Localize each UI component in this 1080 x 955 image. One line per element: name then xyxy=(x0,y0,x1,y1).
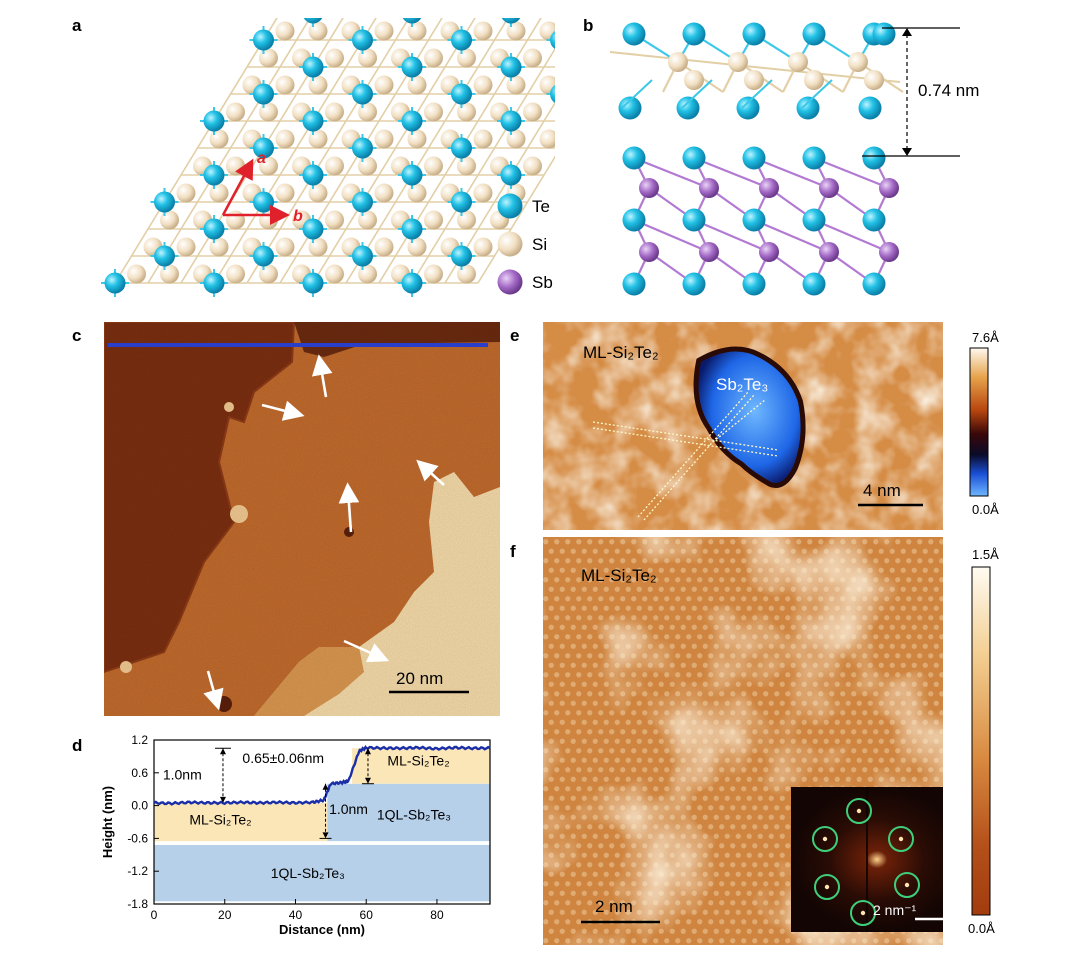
y-tick-label: -0.6 xyxy=(127,831,148,845)
y-axis-label: Height (nm) xyxy=(100,786,115,858)
colorbar-min-label: 0.0Å xyxy=(972,502,999,517)
vector-b-label: b xyxy=(293,208,303,225)
legend-swatch-te xyxy=(497,193,523,219)
y-tick-label: 0.6 xyxy=(131,766,148,780)
region-ml-right xyxy=(352,748,490,784)
colorbar-min-label: 0.0Å xyxy=(968,921,995,936)
panel-f-colorbar: 1.5Å 0.0Å xyxy=(968,547,999,936)
x-tick-label: 0 xyxy=(151,908,158,922)
feature-arrow xyxy=(203,670,224,711)
colorbar-gradient xyxy=(969,347,989,497)
x-axis-label: Distance (nm) xyxy=(279,922,365,937)
vector-a-label: a xyxy=(257,150,266,167)
y-tick-label: 1.2 xyxy=(131,733,148,747)
atom-legend: Te Si Sb xyxy=(497,193,553,295)
fft-spot xyxy=(898,836,904,842)
panel-c-stm-image: 20 nm xyxy=(104,322,500,716)
lattice-guide-lines xyxy=(592,391,779,521)
region-label-ql-right: 1QL-Sb₂Te₃ xyxy=(377,806,451,822)
left-step-label: 1.0nm xyxy=(163,766,202,782)
y-tick-label: -1.2 xyxy=(127,864,148,878)
fft-spot-ring xyxy=(812,826,838,852)
fft-spot xyxy=(860,910,866,916)
inset-scale-bar-label: 2 nm⁻¹ xyxy=(873,902,917,918)
panel-letter-c: c xyxy=(72,326,82,345)
fft-spot xyxy=(856,808,862,814)
feature-arrow xyxy=(338,482,360,533)
fft-spot-ring xyxy=(894,872,920,898)
x-tick-label: 20 xyxy=(218,908,232,922)
lattice-group xyxy=(101,18,555,297)
region-ml-left xyxy=(154,802,328,842)
feature-arrows xyxy=(203,354,445,711)
colorbar-gradient xyxy=(971,566,991,916)
feature-arrow xyxy=(311,354,333,398)
mid-step-label: 1.0nm xyxy=(329,801,368,817)
sb2te3-layer xyxy=(622,146,899,296)
fft-spot xyxy=(822,836,828,842)
surface-label: ML-Si₂Te₂ xyxy=(583,343,659,362)
fft-spot-ring xyxy=(814,874,840,900)
surface-label: ML-Si₂Te₂ xyxy=(581,566,657,585)
te-atoms xyxy=(101,18,555,297)
feature-arrow xyxy=(416,459,445,486)
fft-spot-ring xyxy=(850,900,876,926)
region-label-ml-left: ML-Si₂Te₂ xyxy=(189,812,251,828)
scale-bar-label: 4 nm xyxy=(863,481,901,500)
region-ql-bottom xyxy=(154,844,490,902)
fft-spot-ring xyxy=(846,798,872,824)
si-atoms xyxy=(127,21,555,284)
top-step-label: 0.65±0.06nm xyxy=(242,750,324,766)
x-tick-label: 40 xyxy=(289,908,303,922)
feature-arrow xyxy=(261,400,305,421)
feature-arrow xyxy=(343,639,390,663)
fft-spot xyxy=(824,884,830,890)
legend-label-sb: Sb xyxy=(532,273,553,292)
plot-frame xyxy=(153,739,491,905)
panel-letter-b: b xyxy=(583,16,594,35)
spacing-label: 0.74 nm xyxy=(918,81,979,100)
panel-letter-e: e xyxy=(510,326,520,345)
y-tick-label: 0.0 xyxy=(131,799,148,813)
panel-f-stm-image: ML-Si₂Te₂ 2 nm 2 nm⁻¹ xyxy=(543,537,943,945)
scale-bar-label: 2 nm xyxy=(595,897,633,916)
panel-letter-d: d xyxy=(72,736,83,755)
panel-e-colorbar: 7.6Å 0.0Å xyxy=(969,330,999,517)
colorbar-max-label: 7.6Å xyxy=(972,330,999,345)
spacing-marker: 0.74 nm xyxy=(862,27,979,157)
scale-bar-label: 20 nm xyxy=(396,669,443,688)
panel-letter-f: f xyxy=(510,542,516,561)
region-ql-right xyxy=(327,783,490,842)
vector-a-arrow xyxy=(221,158,254,216)
panel-e-stm-image: ML-Si₂Te₂ Sb₂Te₃ 4 nm xyxy=(543,322,943,530)
fft-inset: 2 nm⁻¹ xyxy=(791,787,943,932)
panel-b-side-view: 0.74 nm xyxy=(609,22,979,296)
legend-label-te: Te xyxy=(532,197,550,216)
step-annotations: 1.0nm 0.65±0.06nm 1.0nm xyxy=(163,747,374,839)
colorbar-max-label: 1.5Å xyxy=(972,547,999,562)
y-tick-label: -1.8 xyxy=(127,897,148,911)
legend-swatch-si xyxy=(497,231,523,257)
x-tick-label: 60 xyxy=(360,908,374,922)
region-label-ml-right: ML-Si₂Te₂ xyxy=(387,753,449,769)
region-fills xyxy=(154,748,490,902)
x-tick-label: 80 xyxy=(430,908,444,922)
fft-spot xyxy=(904,882,910,888)
island-label: Sb₂Te₃ xyxy=(716,375,768,394)
fft-spot-ring xyxy=(888,826,914,852)
region-label-ql-bottom: 1QL-Sb₂Te₃ xyxy=(271,865,345,881)
lattice-vectors: ab xyxy=(221,150,303,225)
profile-series-line xyxy=(153,745,491,806)
legend-swatch-sb xyxy=(497,269,523,295)
panel-letter-a: a xyxy=(72,16,82,35)
si2te2-layer xyxy=(609,22,904,120)
legend-label-si: Si xyxy=(532,235,547,254)
panel-d-height-profile: 1.2 0.6 0.0 -0.6 -1.2 -1.80 20 40 60 80 Distance (… xyxy=(100,733,491,937)
